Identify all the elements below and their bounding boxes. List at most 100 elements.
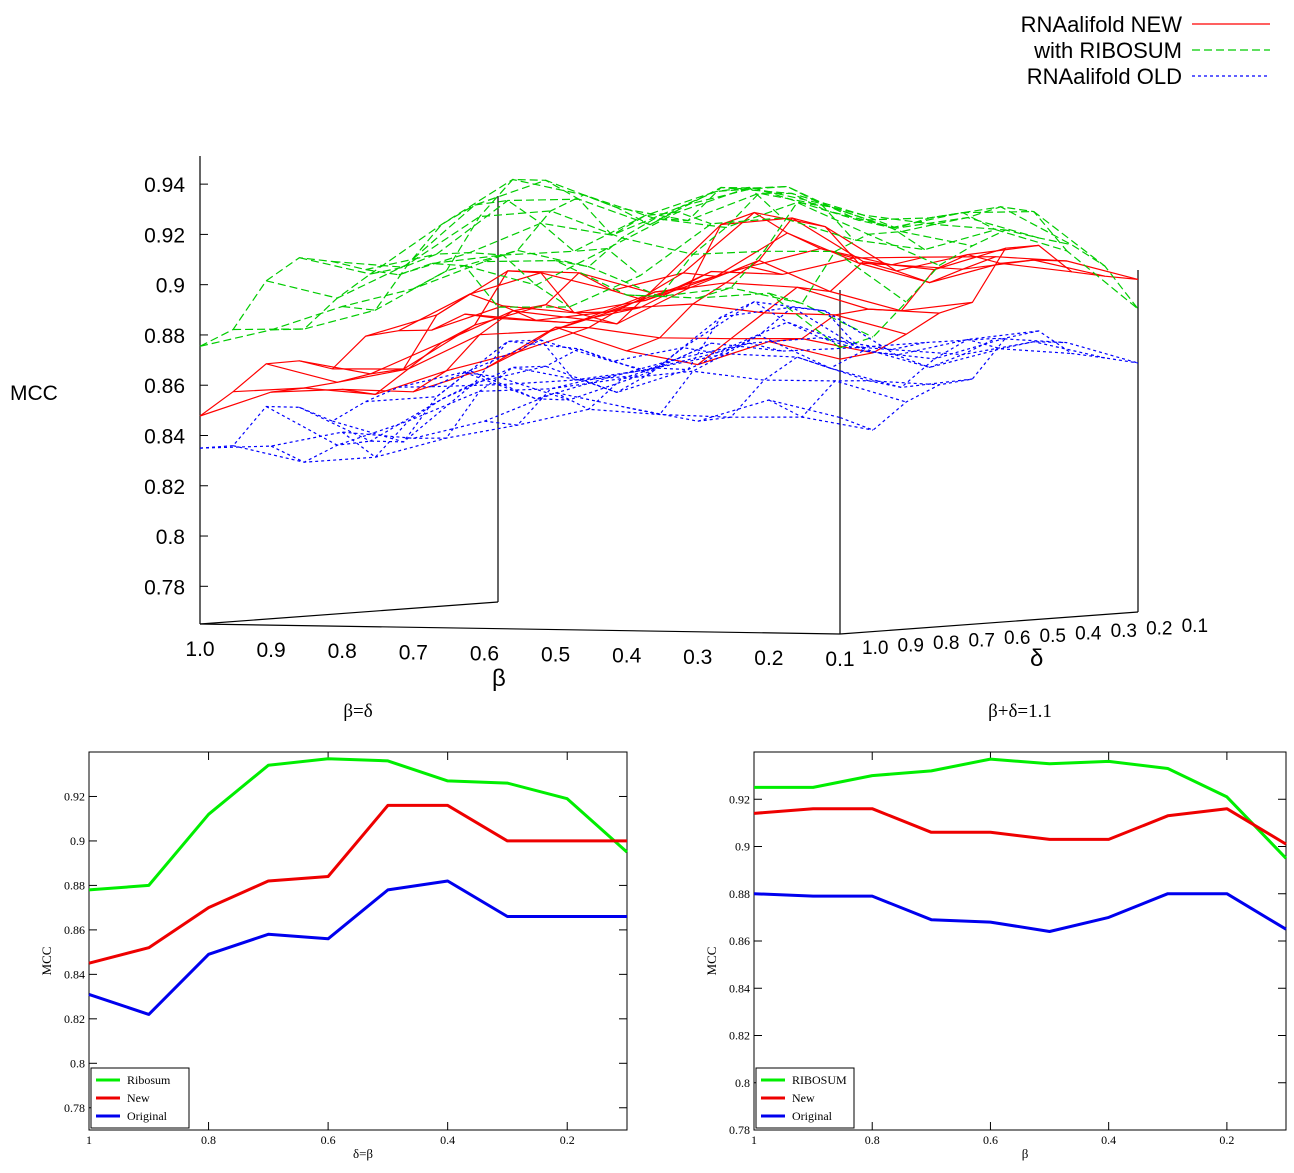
surface-line	[484, 265, 783, 370]
y-tick-label: 0.78	[729, 1123, 750, 1137]
y-tick-label: 0.5	[1040, 626, 1066, 647]
surface-line	[497, 256, 1139, 324]
x-tick-label: 0.9	[257, 639, 286, 662]
surface-line	[626, 192, 926, 298]
y-tick-label: 0.8	[933, 633, 959, 654]
x-tick-label: 0.3	[683, 646, 712, 669]
y-tick-label: 0.9	[70, 834, 85, 848]
z-tick-label: 0.92	[144, 224, 185, 247]
y-tick-label: 0.82	[64, 1012, 85, 1026]
series-line-ribosum	[754, 757, 1288, 860]
surface-line	[626, 217, 925, 352]
surface-line	[332, 259, 973, 370]
z-axis-label: MCC	[10, 382, 58, 405]
legend-label: Original	[127, 1109, 168, 1123]
surface-line	[199, 326, 841, 417]
surface-line	[233, 249, 874, 338]
z-tick-label: 0.78	[144, 576, 185, 599]
x-axis-line	[199, 623, 841, 635]
surface-line	[555, 211, 854, 329]
line-chart-beta-eq-delta: β=δ 0.78 0.8 0.82 0.84 0.86 0.88 0.9 0.92 1 0.8 0.6…	[39, 701, 628, 1161]
surface-line	[484, 342, 783, 426]
y-tick-label: 0.6	[1004, 628, 1030, 649]
y-tick-label: 0.92	[729, 792, 750, 806]
series-line-ribosum	[88, 757, 628, 892]
y-tick-label: 0.86	[729, 934, 750, 948]
surface-line	[199, 257, 499, 347]
surface-line	[299, 282, 940, 375]
z-tick-label: 0.88	[144, 325, 185, 348]
surface-line	[768, 253, 1067, 343]
surface-series-0	[199, 211, 1139, 417]
y-axis-line	[839, 611, 1139, 635]
z-tick-label: 0.94	[144, 174, 185, 197]
y-tick-label: 1.0	[862, 638, 888, 659]
legend-label: Ribosum	[127, 1073, 171, 1087]
legend-label: RNAalifold NEW	[1021, 12, 1183, 37]
surface-line	[342, 199, 641, 311]
y-tick-label: 0.8	[735, 1076, 750, 1090]
z-tick-label: 0.8	[156, 526, 185, 549]
y-tick-label: 0.1	[1182, 616, 1208, 637]
x-tick-label: 0.4	[440, 1133, 455, 1147]
y-axis-label: MCC	[704, 947, 719, 976]
z-tick-label: 0.86	[144, 375, 185, 398]
surface-line	[413, 178, 712, 290]
y-tick-label: 0.9	[735, 840, 750, 854]
legend-label: RIBOSUM	[792, 1073, 847, 1087]
y-tick-label: 0.4	[1075, 623, 1102, 644]
x-tick-label: 0.5	[541, 644, 570, 667]
x-tick-label: 0.7	[399, 641, 428, 664]
surface-line	[839, 244, 1139, 360]
surface-line	[839, 229, 1139, 349]
x-tick-label: 0.8	[201, 1133, 216, 1147]
x-tick-label: 1	[751, 1133, 757, 1147]
line-chart-beta-plus-delta: β+δ=1.1 0.78 0.8 0.82 0.84 0.86 0.88 0.9 0.92 1 0.…	[704, 701, 1288, 1161]
x-tick-label: 0.8	[328, 640, 357, 663]
surface-line	[464, 337, 1106, 400]
surface-line	[697, 201, 997, 299]
y-tick-label: 0.88	[729, 887, 750, 901]
surface-line	[555, 185, 855, 268]
y-tick-label: 0.88	[64, 878, 85, 892]
y-tick-label: 0.92	[64, 789, 85, 803]
legend-label: RNAalifold OLD	[1027, 64, 1182, 89]
surface-line	[199, 259, 841, 349]
series-line-original	[753, 892, 1287, 933]
surface-line	[199, 313, 499, 417]
z-tick-label: 0.82	[144, 476, 185, 499]
surface-plot-3d: 0.78 0.8 0.82 0.84 0.86 0.88 0.9 0.92 0.94 1.0 0.9…	[10, 12, 1270, 692]
y-tick-label: 0.3	[1111, 621, 1137, 642]
surface-line	[839, 330, 1139, 431]
surface-line	[332, 179, 973, 268]
surface-line	[365, 306, 1006, 403]
surface-line	[271, 251, 570, 331]
x-tick-label: 0.4	[612, 645, 642, 668]
y-tick-label: 0.82	[729, 1029, 750, 1043]
x-axis-label: β	[492, 665, 506, 692]
surface-line	[233, 326, 874, 396]
surface-line	[431, 321, 1072, 388]
y-tick-label: 0.84	[729, 981, 750, 995]
x-tick-label: 0.2	[1219, 1133, 1234, 1147]
surface-line	[299, 353, 940, 442]
y-axis-label: MCC	[39, 947, 54, 976]
surface-series-1	[199, 178, 1139, 349]
x-tick-label: 0.6	[983, 1133, 998, 1147]
y-axis-label: δ	[1030, 645, 1043, 672]
surface-line	[341, 339, 641, 459]
x-tick-label: 1	[86, 1133, 92, 1147]
surface-line	[768, 206, 1068, 305]
surface-line	[497, 337, 1139, 401]
surface-line	[365, 186, 1006, 271]
surface-line	[332, 334, 973, 443]
series-line-new	[753, 807, 1287, 846]
surface-series-2	[199, 301, 1139, 463]
y-tick-label: 0.2	[1146, 618, 1172, 639]
x-tick-label: 0.8	[865, 1133, 880, 1147]
x-axis-label: β	[1022, 1146, 1029, 1161]
surface-line	[497, 217, 1139, 310]
z-tick-label: 0.9	[156, 275, 185, 298]
surface-line	[398, 187, 1039, 276]
x-tick-label: 0.2	[560, 1133, 575, 1147]
